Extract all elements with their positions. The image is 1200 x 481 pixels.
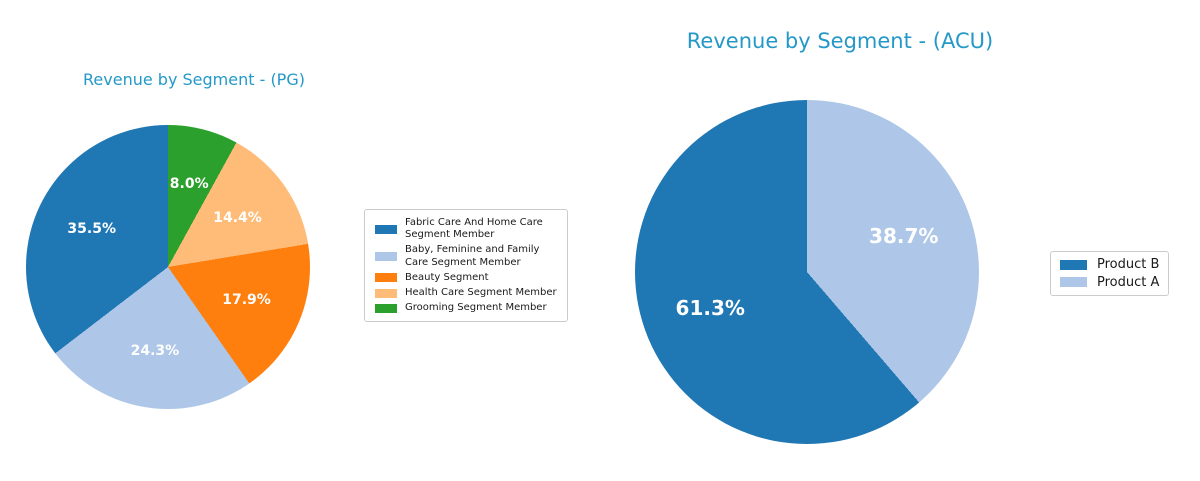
acu-legend: Product B Product A [1050,251,1170,297]
legend-label: Baby, Feminine and Family Care Segment Me… [405,244,540,268]
pie-slice-label: 8.0% [169,176,209,193]
pie-slice-label: 35.5% [67,221,117,238]
legend-label: Beauty Segment [405,271,489,283]
legend-item: Health Care Segment Member [375,287,557,299]
legend-swatch-icon [1060,259,1087,270]
acu-pie: 38.7% 61.3% [635,100,979,444]
legend-label: Grooming Segment Member [405,302,547,314]
legend-swatch-icon [375,252,397,262]
legend-item: Product A [1060,275,1159,291]
legend-swatch-icon [375,273,397,283]
chart-title-acu: Revenue by Segment - (ACU) [686,29,994,53]
legend-item: Grooming Segment Member [375,302,557,314]
pie-slice-label: 38.7% [869,224,939,249]
pg-legend: Fabric Care And Home Care Segment Member B… [364,209,568,323]
pie-slice-label: 14.4% [213,209,262,226]
legend-item: Baby, Feminine and Family Care Segment Me… [375,244,557,268]
pie-slice-label: 24.3% [130,343,180,360]
legend-swatch-icon [375,303,397,313]
legend-item: Fabric Care And Home Care Segment Member [375,217,557,241]
legend-label: Fabric Care And Home Care Segment Member [405,217,543,241]
legend-label: Product B [1097,257,1160,272]
legend-item: Product B [1060,257,1159,273]
pie-slice-label: 17.9% [222,292,271,309]
legend-label: Product A [1097,274,1160,290]
legend-item: Beauty Segment [375,272,557,284]
pg-pie: 8.0% 14.4% 17.9% 24.3% 35.5% [26,125,310,409]
legend-swatch-icon [375,288,397,298]
legend-swatch-icon [1060,277,1087,288]
chart-title-pg: Revenue by Segment - (PG) [83,70,305,89]
legend-swatch-icon [375,224,397,234]
legend-label: Health Care Segment Member [405,286,557,298]
pie-slice-label: 61.3% [675,295,745,320]
